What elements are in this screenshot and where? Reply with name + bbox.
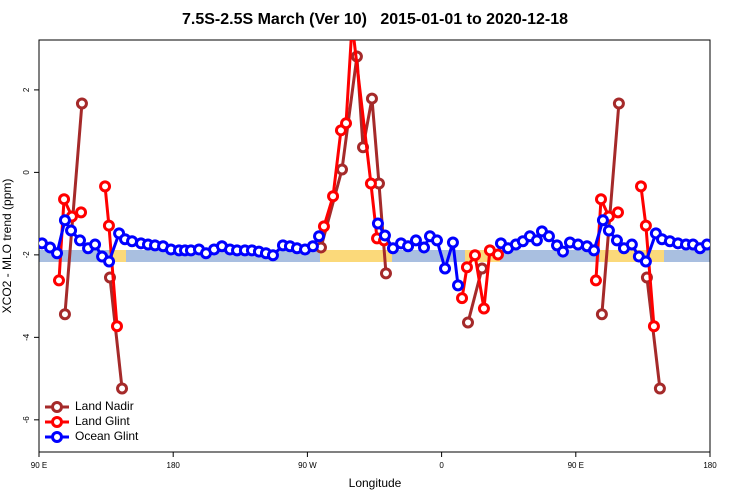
point xyxy=(335,163,348,176)
point xyxy=(402,240,415,253)
point xyxy=(611,206,624,219)
surface-band xyxy=(39,250,710,262)
point xyxy=(452,279,465,292)
point xyxy=(379,267,392,280)
point xyxy=(596,214,609,227)
x-tick-label: 90 E xyxy=(568,461,584,470)
point xyxy=(418,241,431,254)
point xyxy=(625,238,638,251)
point xyxy=(639,255,652,268)
y-tick-label: -2 xyxy=(22,251,31,259)
x-tick-label: 180 xyxy=(703,461,717,470)
series-line xyxy=(57,40,656,327)
land-band xyxy=(320,250,392,262)
point xyxy=(602,224,615,237)
point xyxy=(116,382,129,395)
y-tick-label: -4 xyxy=(22,333,31,341)
point xyxy=(364,177,377,190)
point xyxy=(439,262,452,275)
point xyxy=(469,249,482,262)
x-tick-label: 90 E xyxy=(31,461,47,470)
point xyxy=(647,320,660,333)
point xyxy=(610,234,623,247)
point xyxy=(75,206,88,219)
point xyxy=(74,234,87,247)
point xyxy=(530,234,543,247)
point xyxy=(594,193,607,206)
point xyxy=(102,219,115,232)
legend-label: Ocean Glint xyxy=(75,429,139,443)
point xyxy=(340,117,353,130)
point xyxy=(58,214,71,227)
y-axis-label: XCO2 - MLO trend (ppm) xyxy=(0,179,14,314)
point xyxy=(542,230,555,243)
y-tick-label: -6 xyxy=(22,416,31,424)
chart-title: 7.5S-2.5S March (Ver 10) 2015-01-01 to 2… xyxy=(182,11,568,28)
plot-area xyxy=(39,40,710,395)
point xyxy=(430,234,443,247)
point xyxy=(317,220,330,233)
y-tick-label: 0 xyxy=(22,170,31,175)
x-axis-label: Longitude xyxy=(349,476,402,490)
point xyxy=(52,274,65,287)
point xyxy=(110,320,123,333)
point xyxy=(378,229,391,242)
legend-marker xyxy=(51,431,63,443)
point xyxy=(461,316,474,329)
point xyxy=(89,238,102,251)
point xyxy=(701,238,710,251)
x-tick-label: 90 W xyxy=(298,461,317,470)
point xyxy=(75,97,88,110)
y-tick-label: 2 xyxy=(22,87,31,92)
point xyxy=(589,274,602,287)
x-tick-label: 180 xyxy=(167,461,181,470)
legend-marker xyxy=(51,416,63,428)
land-band xyxy=(600,250,664,262)
point xyxy=(99,180,112,193)
point xyxy=(460,261,473,274)
point xyxy=(327,190,340,203)
point xyxy=(65,224,78,237)
point xyxy=(58,193,71,206)
point xyxy=(491,248,504,261)
point xyxy=(313,230,326,243)
point xyxy=(634,180,647,193)
point xyxy=(51,247,64,260)
point xyxy=(587,244,600,257)
legend-marker xyxy=(51,401,63,413)
point xyxy=(409,234,422,247)
legend-label: Land Glint xyxy=(75,414,130,428)
point xyxy=(446,236,459,249)
legend-label: Land Nadir xyxy=(75,399,134,413)
point xyxy=(556,245,569,258)
point xyxy=(266,249,279,262)
point xyxy=(477,302,490,315)
point xyxy=(612,97,625,110)
point xyxy=(639,219,652,232)
point xyxy=(306,240,319,253)
point xyxy=(653,382,666,395)
point xyxy=(386,242,399,255)
x-tick-label: 0 xyxy=(439,461,444,470)
point xyxy=(103,255,116,268)
point xyxy=(456,292,469,305)
point xyxy=(595,308,608,321)
point xyxy=(365,92,378,105)
point xyxy=(58,308,71,321)
point xyxy=(371,217,384,230)
